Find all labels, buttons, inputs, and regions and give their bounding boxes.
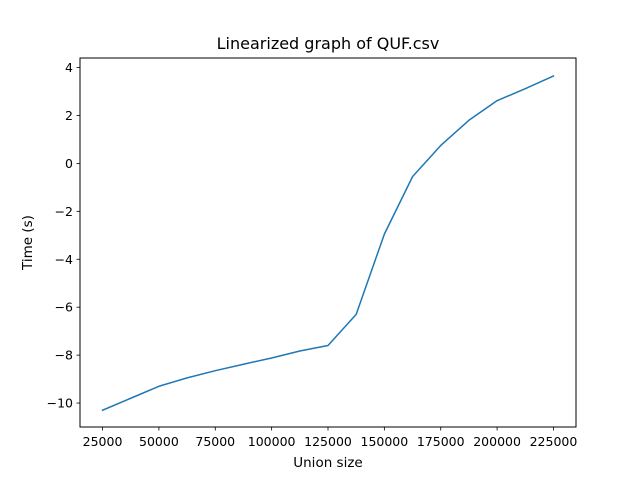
y-tick-label: 4 <box>65 60 73 75</box>
y-tick-label: −6 <box>55 300 73 315</box>
x-axis-ticks: 25000 50000 75000 100000 125000 150000 175000 2… <box>83 427 578 449</box>
x-tick-label: 75000 <box>195 434 235 449</box>
y-tick-label: −2 <box>55 204 73 219</box>
x-tick-label: 125000 <box>304 434 352 449</box>
series-line-0 <box>101 74 555 412</box>
chart-title: Linearized graph of QUF.csv <box>217 34 440 53</box>
axes <box>79 57 577 428</box>
y-tick-label: 0 <box>65 156 73 171</box>
x-tick-label: 175000 <box>417 434 465 449</box>
series-layer <box>101 74 555 412</box>
y-axis-ticks: −10 −8 −6 −4 −2 0 2 4 <box>47 60 80 411</box>
x-tick-label: 150000 <box>361 434 409 449</box>
x-tick-label: 225000 <box>530 434 578 449</box>
y-tick-label: −4 <box>55 252 73 267</box>
y-tick-label: −8 <box>55 348 73 363</box>
x-axis-label: Union size <box>293 455 362 471</box>
y-axis-label: Time (s) <box>20 215 36 271</box>
x-tick-label: 50000 <box>139 434 179 449</box>
plot-frame <box>79 57 577 428</box>
y-tick-label: −10 <box>47 396 73 411</box>
x-tick-label: 25000 <box>83 434 123 449</box>
x-tick-label: 100000 <box>248 434 296 449</box>
x-tick-label: 200000 <box>473 434 521 449</box>
y-tick-label: 2 <box>65 108 73 123</box>
